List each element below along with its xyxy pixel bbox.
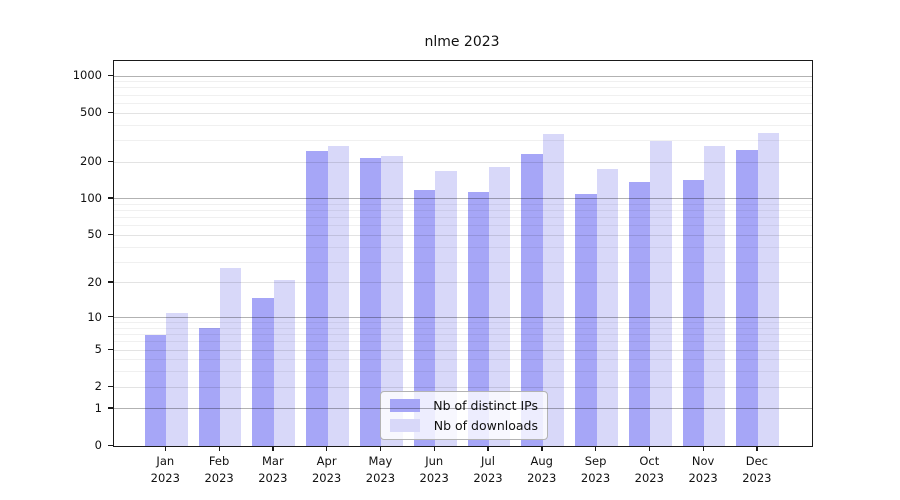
y-tick-label-1000: 1000 (72, 68, 102, 83)
x-tick-label-month-dec: Dec (745, 454, 768, 468)
bar-distinct-ips-mar (252, 297, 274, 446)
chart-title: nlme 2023 (424, 34, 500, 50)
x-tick-label-year-feb: 2023 (204, 471, 234, 485)
x-tick-label-year-may: 2023 (365, 471, 396, 485)
x-tick-label-month-aug: Aug (530, 454, 553, 468)
x-tick-oct (648, 446, 651, 451)
y-tick-label-5: 5 (94, 342, 102, 357)
y-tick-label-500: 500 (80, 105, 102, 120)
bar-downloads-may (381, 156, 403, 446)
y-tick-label-2: 2 (94, 379, 102, 394)
bar-layer (114, 61, 812, 446)
x-tick-label-year-dec: 2023 (742, 471, 772, 485)
x-tick-label-jan: Jan 2023 (133, 453, 197, 487)
bar-distinct-ips-apr (306, 150, 328, 446)
x-tick-label-jun: Jun 2023 (402, 453, 466, 487)
y-tick-label-0: 0 (94, 438, 102, 452)
bar-distinct-ips-oct (628, 181, 651, 446)
x-tick-label-month-jan: Jan (156, 454, 175, 468)
bar-distinct-ips-jul (467, 192, 489, 446)
x-tick-label-year-nov: 2023 (688, 471, 718, 485)
bar-downloads-nov (704, 146, 726, 446)
y-tick-200 (108, 160, 113, 162)
bar-downloads-jun (435, 171, 457, 446)
bar-distinct-ips-nov (682, 179, 705, 446)
y-tick-label-10: 10 (87, 309, 102, 324)
x-tick-feb (218, 446, 220, 451)
bar-distinct-ips-aug (521, 154, 543, 446)
y-tick-1 (108, 407, 113, 409)
x-tick-label-month-jun: Jun (425, 454, 444, 468)
x-tick-sep (595, 446, 597, 451)
x-tick-label-nov: Nov 2023 (671, 453, 735, 487)
x-tick-label-month-sep: Sep (584, 454, 607, 468)
y-tick-label-1: 1 (94, 400, 102, 415)
x-tick-label-year-mar: 2023 (258, 471, 288, 485)
x-tick-label-month-apr: Apr (316, 454, 337, 468)
x-tick-jun (433, 446, 435, 451)
bar-downloads-dec (757, 132, 780, 446)
y-tick-label-50: 50 (87, 227, 102, 242)
bar-downloads-apr (327, 146, 350, 446)
x-tick-label-month-oct: Oct (639, 454, 660, 468)
y-tick-0 (108, 444, 113, 446)
y-tick-label-200: 200 (80, 154, 102, 169)
bar-downloads-mar (273, 280, 296, 446)
x-tick-label-sep: Sep 2023 (564, 453, 628, 487)
y-tick-20 (108, 281, 113, 283)
y-tick-2 (108, 385, 113, 387)
x-tick-label-feb: Feb 2023 (187, 453, 251, 487)
bar-downloads-sep (596, 169, 618, 446)
x-tick-may (379, 446, 382, 451)
x-tick-label-mar: Mar 2023 (241, 453, 305, 487)
x-tick-label-year-sep: 2023 (580, 471, 611, 485)
x-tick-jul (487, 446, 489, 451)
x-tick-label-year-aug: 2023 (527, 471, 557, 485)
bar-distinct-ips-feb (198, 328, 221, 446)
plot-area: Nb of distinct IPs Nb of downloads (113, 60, 813, 447)
bar-distinct-ips-jun (413, 190, 436, 446)
x-tick-label-month-mar: Mar (262, 454, 284, 468)
bar-distinct-ips-sep (575, 194, 597, 446)
x-tick-label-year-jan: 2023 (150, 471, 180, 485)
bar-downloads-feb (220, 267, 242, 446)
x-tick-label-year-oct: 2023 (634, 471, 664, 485)
x-tick-label-dec: Dec 2023 (725, 453, 789, 487)
x-tick-label-aug: Aug 2023 (510, 453, 574, 487)
x-tick-jan (164, 446, 167, 451)
bar-downloads-aug (542, 134, 565, 446)
bar-downloads-jul (488, 167, 511, 446)
x-tick-label-apr: Apr 2023 (295, 453, 359, 487)
x-tick-label-year-apr: 2023 (311, 471, 342, 485)
y-tick-5 (108, 348, 113, 350)
bar-distinct-ips-dec (736, 149, 758, 446)
x-tick-label-month-feb: Feb (208, 454, 230, 468)
y-tick-label-20: 20 (87, 274, 102, 289)
x-tick-label-may: May 2023 (348, 453, 412, 487)
x-tick-label-month-jul: Jul (481, 454, 495, 468)
x-tick-label-month-nov: Nov (691, 454, 715, 468)
x-tick-apr (326, 446, 328, 451)
x-tick-label-jul: Jul 2023 (456, 453, 520, 487)
y-tick-50 (108, 233, 113, 236)
x-tick-label-month-may: May (368, 454, 393, 468)
bar-downloads-oct (650, 141, 672, 446)
x-tick-label-year-jul: 2023 (473, 471, 503, 485)
bar-distinct-ips-jan (144, 334, 167, 446)
y-tick-100 (108, 197, 113, 199)
x-tick-label-year-jun: 2023 (419, 471, 449, 485)
x-tick-dec (756, 446, 758, 451)
x-tick-label-oct: Oct 2023 (617, 453, 681, 487)
bar-distinct-ips-may (360, 157, 382, 446)
y-tick-1000 (108, 74, 113, 76)
x-tick-nov (702, 446, 704, 451)
y-tick-label-100: 100 (80, 190, 102, 205)
x-tick-mar (272, 446, 274, 451)
y-tick-500 (108, 111, 113, 113)
x-tick-aug (541, 446, 543, 451)
bar-downloads-jan (166, 312, 188, 446)
y-tick-10 (108, 316, 113, 318)
